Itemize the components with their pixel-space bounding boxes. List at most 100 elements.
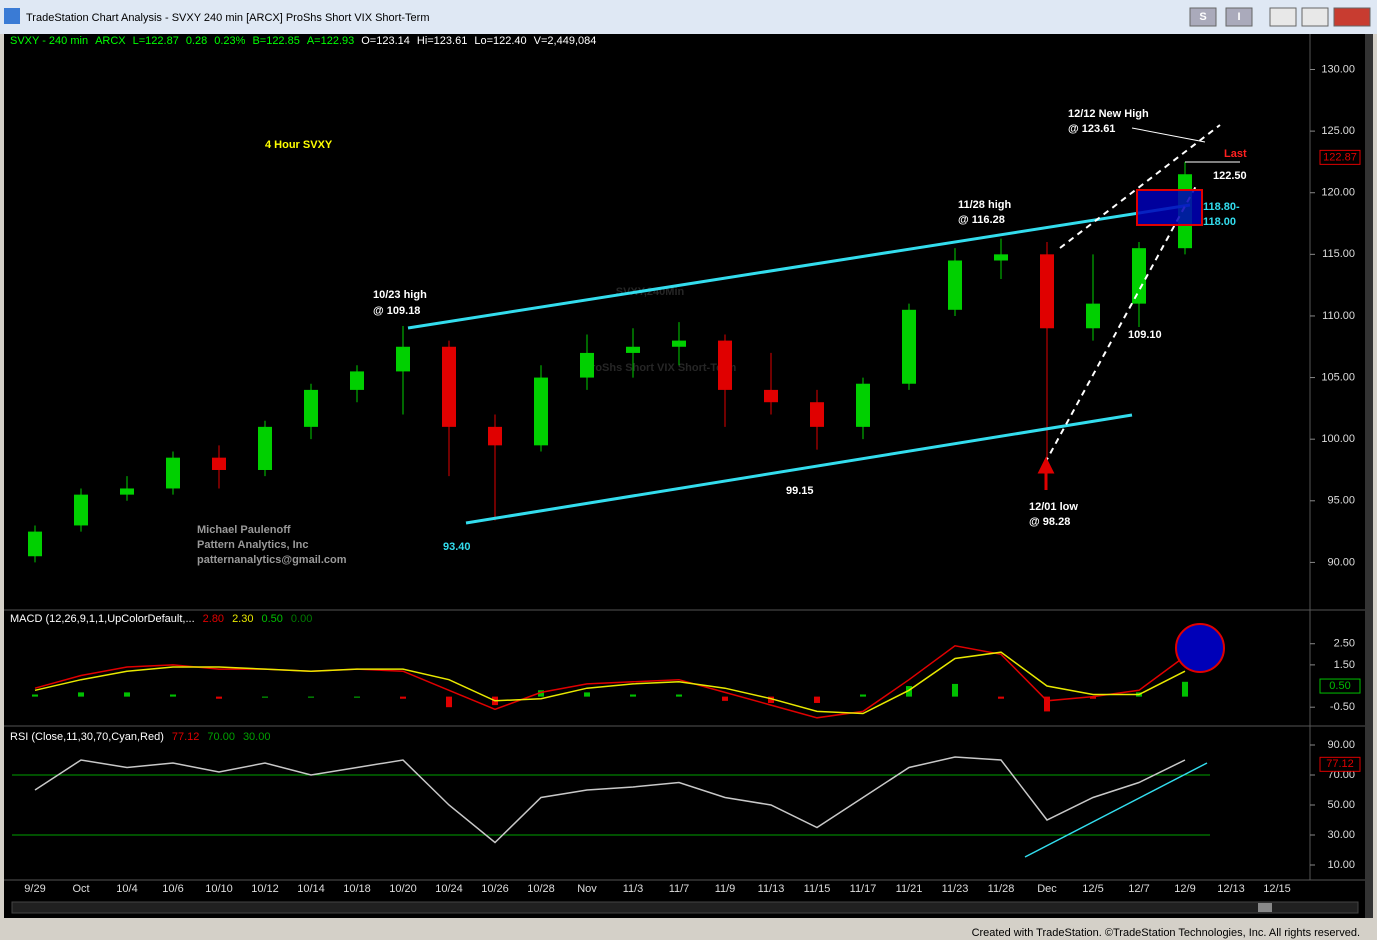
x-tick-label: 10/4	[116, 883, 137, 895]
channel-lower	[465, 413, 1133, 525]
y-tick-label: 115.00	[1322, 248, 1355, 260]
current-value-box	[1319, 756, 1361, 772]
rsi-trendline	[1024, 762, 1208, 858]
x-tick-label: 10/12	[251, 883, 279, 895]
candle-body	[856, 383, 870, 427]
drawings	[407, 124, 1240, 858]
x-tick-label: 12/15	[1263, 883, 1291, 895]
indicator-title: RSI (Close,11,30,70,Cyan,Red)	[10, 731, 164, 743]
annotation: patternanalytics@gmail.com	[197, 554, 347, 566]
x-tick-label: 11/13	[758, 883, 785, 895]
annotation: 122.50	[1213, 170, 1247, 182]
s-button[interactable]	[1189, 7, 1217, 27]
minimize-button[interactable]	[1269, 7, 1297, 27]
annotation: Last	[1224, 148, 1247, 160]
macd-circle	[1175, 623, 1225, 673]
dashed-lower	[1044, 185, 1197, 464]
histogram-bar	[952, 683, 958, 697]
x-tick-label: 10/6	[162, 883, 183, 895]
histogram-bar	[814, 696, 820, 703]
x-tick-label: Dec	[1037, 883, 1057, 895]
candle-body	[258, 426, 272, 470]
annotation: 12/01 low	[1029, 501, 1078, 513]
histogram-bar	[262, 696, 268, 698]
x-tick-label: Oct	[72, 883, 89, 895]
candle-body	[212, 457, 226, 470]
x-tick-label: 11/7	[669, 883, 690, 895]
readout: 2.80	[203, 613, 224, 625]
status-item: Hi=123.61	[417, 35, 467, 47]
x-tick-label: 10/28	[527, 883, 555, 895]
h-scrollbar[interactable]	[11, 901, 1359, 914]
i-button-label: I	[1237, 11, 1240, 23]
low-arrow	[1037, 456, 1055, 490]
histogram-bar	[860, 694, 866, 697]
scrollbar[interactable]	[1365, 34, 1373, 918]
x-tick-label: 10/18	[343, 883, 371, 895]
status-item: A=122.93	[307, 35, 354, 47]
candle-body	[442, 346, 456, 427]
close-button[interactable]	[1333, 7, 1371, 27]
s-button-label: S	[1199, 11, 1206, 23]
watermark: SVXY,240Min	[616, 286, 685, 298]
readout: 2.30	[232, 613, 253, 625]
annotation: @ 123.61	[1068, 123, 1115, 135]
annotation: Pattern Analytics, Inc	[197, 539, 308, 551]
y-tick-label: 95.00	[1327, 495, 1355, 507]
histogram-bar	[676, 694, 682, 697]
window-title: TradeStation Chart Analysis - SVXY 240 m…	[26, 12, 430, 24]
candle-body	[1040, 254, 1054, 329]
scroll-thumb[interactable]	[1258, 903, 1272, 912]
annotation: 12/12 New High	[1068, 108, 1149, 120]
maximize-button[interactable]	[1301, 7, 1329, 27]
x-tick-label: 12/7	[1128, 883, 1149, 895]
annotation: @ 98.28	[1029, 516, 1070, 528]
candle-body	[304, 389, 318, 427]
candle-body	[626, 346, 640, 353]
y-tick-label: 90.00	[1327, 739, 1355, 751]
candle-body	[718, 340, 732, 390]
candle-body	[580, 352, 594, 378]
readout: 0.00	[291, 613, 312, 625]
x-tick-label: 11/9	[715, 883, 736, 895]
readout: 0.50	[261, 613, 282, 625]
histogram-bar	[124, 692, 130, 697]
histogram-bar	[446, 696, 452, 708]
candle-body	[1132, 248, 1146, 304]
histogram-bar	[538, 690, 544, 697]
x-tick-label: 12/9	[1174, 883, 1195, 895]
status-item: SVXY - 240 min	[10, 35, 88, 47]
annotation: 93.40	[443, 541, 471, 553]
i-button[interactable]	[1225, 7, 1253, 27]
last-price-label: 122.87	[1323, 151, 1357, 163]
readout: 30.00	[243, 731, 271, 743]
candle-body	[672, 340, 686, 347]
x-tick-label: 12/5	[1082, 883, 1103, 895]
histogram-bar	[216, 696, 222, 699]
x-tick-label: 11/28	[988, 883, 1015, 895]
watermark-sub: ProShs Short VIX Short-Term	[584, 362, 737, 374]
status-item: 0.28	[186, 35, 207, 47]
y-tick-label: 120.00	[1321, 187, 1355, 199]
candle-body	[166, 457, 180, 489]
readout: 77.12	[172, 731, 200, 743]
candle-body	[902, 309, 916, 384]
readout: 70.00	[207, 731, 235, 743]
candle-body	[120, 488, 134, 495]
y-tick-label: -0.50	[1330, 701, 1355, 713]
candle-body	[74, 494, 88, 526]
histogram-bar	[630, 694, 636, 697]
histogram-bar	[354, 696, 360, 698]
histogram-bar	[308, 696, 314, 698]
histogram-bar	[170, 694, 176, 697]
annotation: Michael Paulenoff	[197, 524, 291, 536]
y-tick-label: 70.00	[1327, 769, 1355, 781]
y-tick-label: 100.00	[1321, 433, 1355, 445]
candle-body	[396, 346, 410, 372]
candle-body	[1086, 303, 1100, 329]
annotation: 118.80-	[1203, 201, 1240, 213]
status-item: 0.23%	[214, 35, 245, 47]
y-tick-label: 105.00	[1321, 371, 1355, 383]
